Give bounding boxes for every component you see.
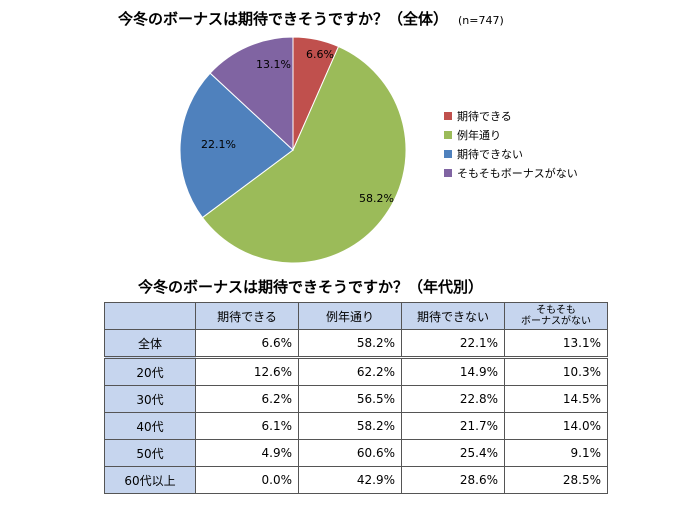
row-label: 50代 (104, 439, 196, 467)
pie-chart: 6.6% 58.2% 22.1% 13.1% (179, 36, 407, 264)
legend-item-1: 例年通り (444, 125, 578, 144)
pie-chart-title: 今冬のボーナスは期待できそうですか？（全体） (n=747) (118, 8, 504, 30)
pie-legend: 期待できる例年通り期待できないそもそもボーナスがない (444, 106, 578, 182)
column-header-1: 期待できる (195, 302, 299, 330)
table-cell: 60.6% (298, 439, 402, 467)
legend-item-0: 期待できる (444, 106, 578, 125)
table-cell: 4.9% (195, 439, 299, 467)
pie-data-label-0: 6.6% (306, 48, 334, 61)
table-row: 20代 12.6% 62.2% 14.9% 10.3% (104, 357, 608, 386)
row-label: 60代以上 (104, 466, 196, 494)
legend-swatch (444, 149, 452, 158)
pie-slice-3 (209, 36, 294, 152)
table-row: 30代 6.2% 56.5% 22.8% 14.5% (104, 385, 608, 413)
table-cell: 62.2% (298, 357, 402, 386)
column-header-0 (104, 302, 196, 330)
table-cell: 12.6% (195, 357, 299, 386)
pie-slice-2 (179, 72, 294, 219)
legend-swatch (444, 130, 452, 139)
table-cell: 13.1% (504, 329, 608, 359)
legend-label: そもそもボーナスがない (457, 166, 578, 180)
pie-data-label-3: 13.1% (256, 58, 291, 71)
table-header-row: 期待できる 例年通り 期待できない そもそも ボーナスがない (104, 302, 608, 330)
pie-title-text: 今冬のボーナスは期待できそうですか？（全体） (118, 10, 449, 28)
table-cell: 14.9% (401, 357, 505, 386)
table-cell: 25.4% (401, 439, 505, 467)
table-row: 全体 6.6% 58.2% 22.1% 13.1% (104, 329, 608, 359)
legend-label: 例年通り (457, 128, 501, 142)
table-cell: 14.0% (504, 412, 608, 440)
row-label: 全体 (104, 329, 196, 359)
table-cell: 22.8% (401, 385, 505, 413)
table-row: 50代 4.9% 60.6% 25.4% 9.1% (104, 439, 608, 467)
legend-swatch (444, 168, 452, 177)
legend-swatch (444, 111, 452, 120)
pie-data-label-2: 22.1% (201, 138, 236, 151)
table-cell: 22.1% (401, 329, 505, 359)
legend-label: 期待できる (457, 109, 512, 123)
table-cell: 6.6% (195, 329, 299, 359)
column-header-4: そもそも ボーナスがない (504, 302, 608, 330)
table-cell: 6.2% (195, 385, 299, 413)
table-row: 40代 6.1% 58.2% 21.7% 14.0% (104, 412, 608, 440)
pie-data-label-1: 58.2% (359, 192, 394, 205)
table-cell: 14.5% (504, 385, 608, 413)
column-header-3: 期待できない (401, 302, 505, 330)
table-cell: 21.7% (401, 412, 505, 440)
age-breakdown-table: 期待できる 例年通り 期待できない そもそも ボーナスがない 全体 6.6% 58.2% 22… (104, 302, 608, 494)
table-row: 60代以上 0.0% 42.9% 28.6% 28.5% (104, 466, 608, 494)
table-title: 今冬のボーナスは期待できそうですか？（年代別） (138, 278, 484, 296)
legend-item-3: そもそもボーナスがない (444, 163, 578, 182)
table-cell: 0.0% (195, 466, 299, 494)
pie-slice-1 (201, 45, 407, 264)
table-cell: 28.5% (504, 466, 608, 494)
legend-item-2: 期待できない (444, 144, 578, 163)
table-cell: 42.9% (298, 466, 402, 494)
table-cell: 58.2% (298, 329, 402, 359)
table-cell: 58.2% (298, 412, 402, 440)
table-cell: 6.1% (195, 412, 299, 440)
table-cell: 10.3% (504, 357, 608, 386)
sample-size-label: (n=747) (458, 14, 504, 27)
row-label: 20代 (104, 357, 196, 386)
table-cell: 56.5% (298, 385, 402, 413)
row-label: 30代 (104, 385, 196, 413)
table-cell: 28.6% (401, 466, 505, 494)
table-cell: 9.1% (504, 439, 608, 467)
column-header-2: 例年通り (298, 302, 402, 330)
legend-label: 期待できない (457, 147, 523, 161)
row-label: 40代 (104, 412, 196, 440)
